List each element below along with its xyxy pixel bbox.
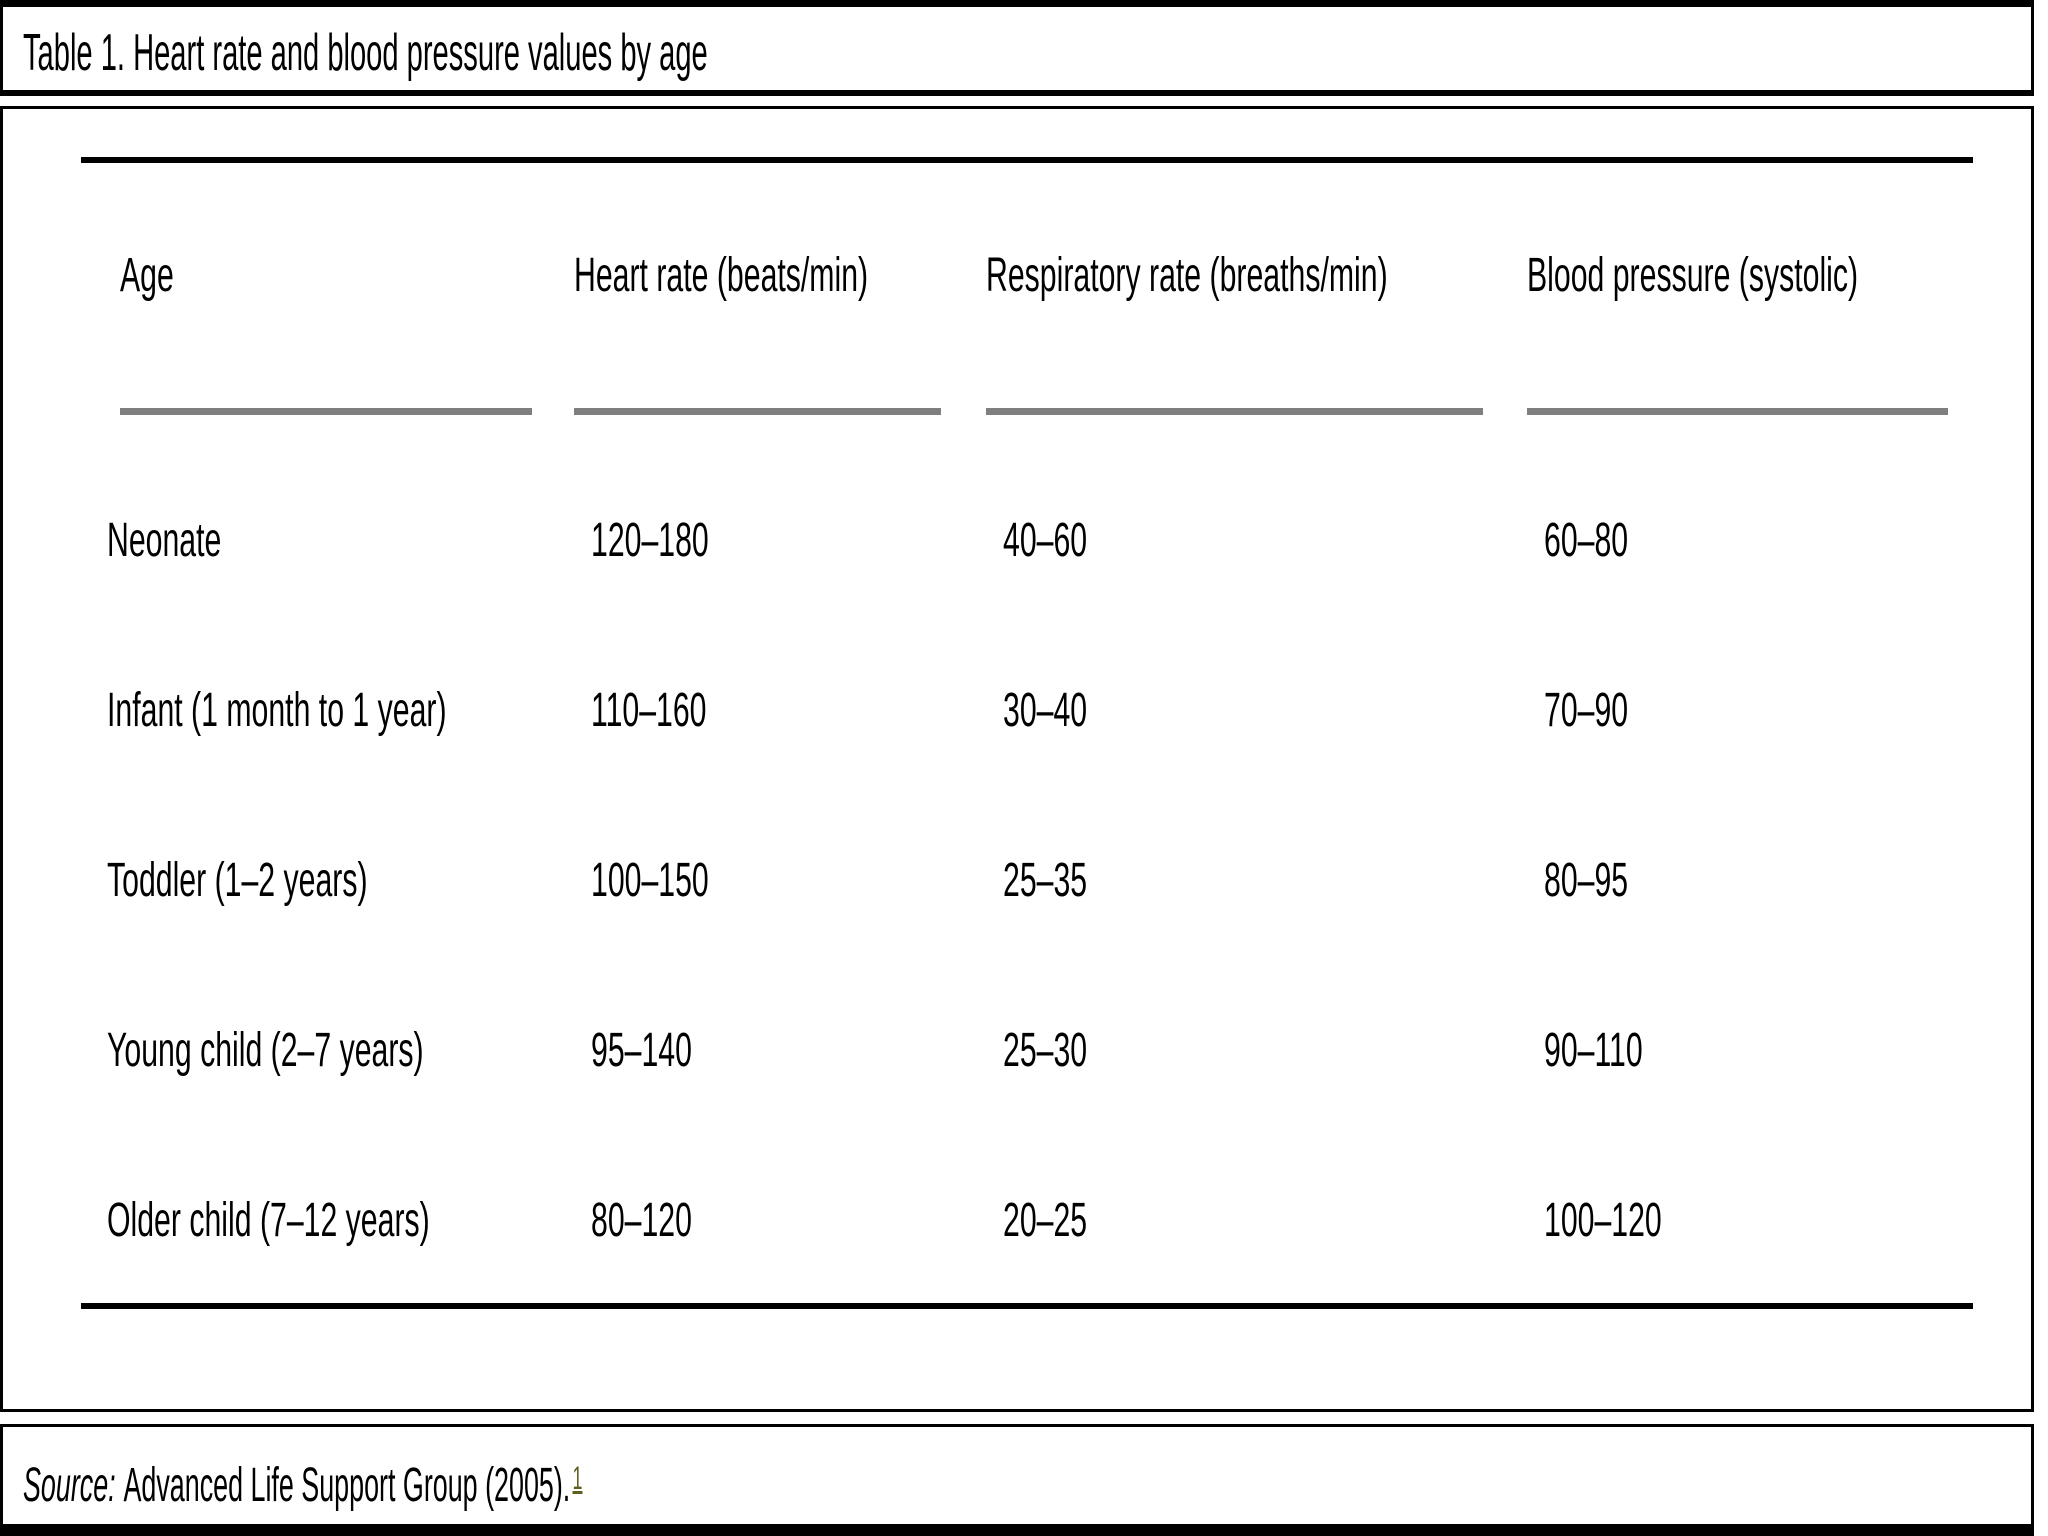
cell-heart-rate: 95–140 [574,1023,986,1078]
cell-age-value: Neonate [107,513,222,567]
column-header-blood-pressure: Blood pressure (systolic) [1527,248,1957,303]
cell-age-value: Young child (2–7 years) [107,1023,424,1077]
cell-respiratory-rate: 30–40 [986,683,1527,738]
cell-blood-pressure-value: 80–95 [1544,853,1629,907]
footnote-link[interactable]: 1 [572,1459,583,1496]
header-underline [1527,408,1948,415]
cell-heart-rate-value: 95–140 [591,1023,692,1077]
cell-respiratory-rate-value: 40–60 [1003,513,1088,567]
source-text: Advanced Life Support Group (2005). [123,1458,571,1512]
header-underline [574,408,941,415]
cell-age: Toddler (1–2 years) [107,853,574,908]
cell-blood-pressure: 60–80 [1527,513,1957,568]
data-table: Age Heart rate (beats/min) Respiratory r… [0,106,2034,1412]
table-row-infant: Infant (1 month to 1 year) 110–160 30–40… [107,655,1957,765]
source-label: Source: [23,1458,116,1512]
cell-heart-rate: 80–120 [574,1193,986,1248]
cell-respiratory-rate-value: 25–30 [1003,1023,1088,1077]
cell-respiratory-rate-value: 25–35 [1003,853,1088,907]
header-underline [986,408,1483,415]
cell-age-value: Toddler (1–2 years) [107,853,368,907]
table-bottom-rule [81,1303,1973,1309]
table-title: Table 1. Heart rate and blood pressure v… [23,23,708,82]
table-row-neonate: Neonate 120–180 40–60 60–80 [107,485,1957,595]
cell-blood-pressure-value: 90–110 [1544,1023,1643,1077]
cell-age-value: Older child (7–12 years) [107,1193,430,1247]
cell-age: Infant (1 month to 1 year) [107,683,574,738]
cell-heart-rate-value: 80–120 [591,1193,692,1247]
column-header-age: Age [120,248,574,303]
column-header-blood-pressure-label: Blood pressure (systolic) [1527,248,1859,302]
cell-respiratory-rate: 25–30 [986,1023,1527,1078]
cell-heart-rate-value: 120–180 [591,513,709,567]
column-header-age-label: Age [120,248,174,302]
table-row-older-child: Older child (7–12 years) 80–120 20–25 10… [107,1165,1957,1275]
cell-respiratory-rate-value: 30–40 [1003,683,1088,737]
cell-respiratory-rate: 20–25 [986,1193,1527,1248]
cell-heart-rate-value: 100–150 [591,853,709,907]
cell-blood-pressure: 70–90 [1527,683,1957,738]
column-header-respiratory-rate: Respiratory rate (breaths/min) [986,248,1527,303]
table-header-row: Age Heart rate (beats/min) Respiratory r… [120,220,1957,330]
cell-age: Neonate [107,513,574,568]
cell-blood-pressure: 80–95 [1527,853,1957,908]
table-title-bar: Table 1. Heart rate and blood pressure v… [0,0,2034,96]
table-row-toddler: Toddler (1–2 years) 100–150 25–35 80–95 [107,825,1957,935]
cell-heart-rate: 110–160 [574,683,986,738]
cell-age: Young child (2–7 years) [107,1023,574,1078]
source-line: Source: Advanced Life Support Group (2005… [23,1458,583,1512]
cell-blood-pressure-value: 60–80 [1544,513,1629,567]
cell-heart-rate: 100–150 [574,853,986,908]
cell-age: Older child (7–12 years) [107,1193,574,1248]
cell-respiratory-rate: 25–35 [986,853,1527,908]
table-top-rule [81,157,1973,163]
column-header-heart-rate-label: Heart rate (beats/min) [574,248,869,302]
cell-blood-pressure-value: 70–90 [1544,683,1629,737]
column-header-respiratory-rate-label: Respiratory rate (breaths/min) [986,248,1388,302]
cell-respiratory-rate-value: 20–25 [1003,1193,1088,1247]
header-underlines [120,408,1957,415]
table-row-young-child: Young child (2–7 years) 95–140 25–30 90–… [107,995,1957,1105]
cell-blood-pressure-value: 100–120 [1544,1193,1662,1247]
cell-heart-rate: 120–180 [574,513,986,568]
cell-heart-rate-value: 110–160 [591,683,707,737]
column-header-heart-rate: Heart rate (beats/min) [574,248,986,303]
source-bar: Source: Advanced Life Support Group (2005… [0,1424,2034,1536]
cell-respiratory-rate: 40–60 [986,513,1527,568]
cell-age-value: Infant (1 month to 1 year) [107,683,447,737]
cell-blood-pressure: 100–120 [1527,1193,1957,1248]
cell-blood-pressure: 90–110 [1527,1023,1957,1078]
header-underline [120,408,532,415]
